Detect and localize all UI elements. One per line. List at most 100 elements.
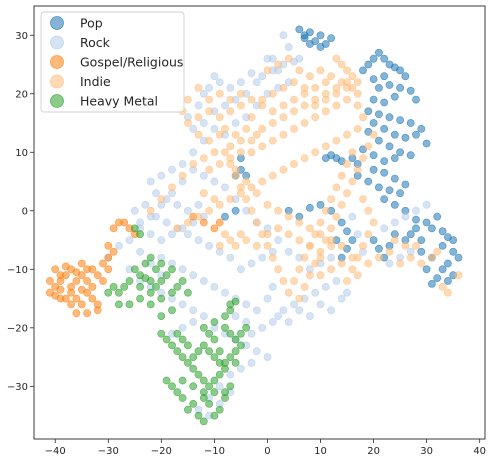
data-point — [77, 300, 86, 309]
data-point — [279, 101, 288, 110]
data-point — [178, 353, 187, 361]
data-point — [199, 388, 208, 397]
data-point — [252, 130, 261, 139]
data-point — [295, 306, 304, 315]
data-point — [199, 341, 208, 350]
data-point — [385, 81, 394, 89]
data-point — [412, 206, 420, 215]
data-point — [327, 265, 335, 274]
data-point — [348, 177, 357, 186]
data-point — [210, 177, 219, 186]
data-point — [258, 142, 267, 151]
data-point — [168, 183, 176, 192]
data-point — [369, 119, 378, 127]
data-point — [247, 259, 256, 268]
data-point — [374, 48, 383, 57]
x-tick-label: 10 — [314, 446, 327, 457]
data-point — [396, 66, 404, 75]
data-point — [369, 151, 378, 160]
data-point — [67, 288, 75, 297]
data-point — [104, 241, 113, 250]
x-tick-label: −30 — [98, 446, 119, 457]
data-point — [136, 247, 144, 256]
data-point — [109, 247, 118, 256]
data-point — [353, 101, 362, 110]
data-point — [353, 124, 362, 133]
data-point — [231, 165, 240, 174]
y-tick-label: −10 — [7, 265, 28, 276]
data-point — [115, 241, 123, 250]
data-point — [327, 34, 335, 43]
data-point — [109, 224, 118, 233]
data-point — [401, 212, 410, 221]
data-point — [157, 294, 166, 303]
data-point — [406, 119, 415, 127]
data-point — [104, 253, 113, 262]
data-point — [210, 388, 219, 397]
data-point — [274, 206, 282, 215]
data-point — [215, 89, 224, 98]
data-point — [173, 224, 182, 233]
data-point — [247, 136, 256, 145]
data-point — [274, 60, 282, 69]
data-point — [247, 69, 256, 78]
data-point — [300, 282, 309, 291]
legend: Pop Rock Gospel/Religious Indie Heavy Metal — [40, 11, 185, 113]
data-point — [311, 84, 320, 92]
data-point — [210, 148, 219, 157]
data-point — [99, 277, 107, 285]
data-point — [242, 124, 251, 133]
data-point — [406, 253, 415, 262]
data-point — [157, 277, 166, 285]
data-point — [401, 180, 410, 189]
data-point — [369, 130, 378, 139]
data-point — [194, 370, 203, 379]
data-point — [247, 206, 256, 215]
data-point — [199, 171, 208, 180]
data-point — [178, 376, 187, 385]
data-point — [258, 323, 267, 332]
data-point — [205, 206, 213, 215]
data-point — [268, 136, 277, 145]
data-point — [46, 277, 54, 285]
data-point — [337, 241, 346, 250]
data-point — [115, 288, 123, 297]
data-point — [236, 148, 245, 157]
data-point — [215, 241, 224, 250]
legend-marker — [50, 55, 64, 69]
data-point — [178, 160, 187, 168]
data-point — [173, 347, 182, 356]
data-point — [268, 171, 277, 180]
data-point — [380, 72, 389, 81]
data-point — [390, 130, 399, 139]
data-point — [385, 113, 394, 122]
data-point — [178, 300, 187, 309]
data-point — [125, 300, 134, 309]
data-point — [412, 130, 420, 139]
data-point — [263, 353, 272, 361]
data-point — [327, 241, 335, 250]
data-point — [343, 189, 351, 198]
data-point — [295, 66, 304, 75]
data-point — [337, 60, 346, 69]
data-point — [332, 84, 341, 92]
data-point — [390, 236, 399, 244]
data-point — [141, 259, 150, 268]
data-point — [284, 54, 293, 63]
data-point — [263, 241, 272, 250]
data-point — [284, 318, 293, 326]
data-point — [77, 271, 86, 280]
data-point — [236, 341, 245, 350]
data-point — [242, 300, 251, 309]
data-point — [337, 200, 346, 209]
data-point — [364, 230, 373, 239]
data-point — [279, 113, 288, 122]
data-point — [231, 312, 240, 320]
data-point — [396, 259, 404, 268]
series-gospel-religious — [46, 212, 224, 318]
y-tick-label: 0 — [22, 206, 28, 217]
data-point — [321, 142, 330, 151]
data-point — [268, 107, 277, 116]
data-point — [311, 113, 320, 122]
data-point — [321, 206, 330, 215]
